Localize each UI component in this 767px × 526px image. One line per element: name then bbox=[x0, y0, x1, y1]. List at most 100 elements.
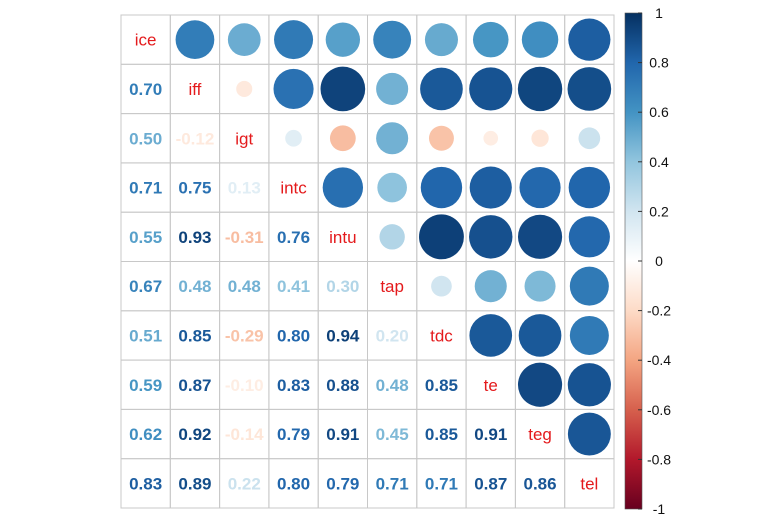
coefficient-label: 0.55 bbox=[129, 228, 162, 247]
coefficient-label: 0.51 bbox=[129, 326, 162, 345]
diagonal-label: igt bbox=[235, 129, 253, 148]
coefficient-label: 0.87 bbox=[178, 376, 211, 395]
correlation-circle bbox=[521, 21, 559, 58]
correlation-circle bbox=[517, 66, 563, 112]
correlation-circle bbox=[431, 275, 452, 297]
coefficient-label: -0.12 bbox=[176, 129, 215, 148]
colorbar-tick-label: -0.8 bbox=[647, 451, 671, 467]
correlation-circle bbox=[469, 314, 513, 357]
coefficient-label: 0.71 bbox=[425, 474, 458, 493]
coefficient-label: 0.59 bbox=[129, 376, 162, 395]
colorbar-tick-label: -1 bbox=[653, 501, 666, 517]
correlation-circle bbox=[517, 214, 563, 259]
coefficient-label: 0.88 bbox=[326, 376, 359, 395]
correlation-circle bbox=[320, 66, 366, 112]
coefficient-label: 0.85 bbox=[425, 425, 458, 444]
correlation-circle bbox=[424, 23, 458, 57]
correlation-circle bbox=[373, 20, 412, 59]
coefficient-label: -0.31 bbox=[225, 228, 264, 247]
coefficient-label: 0.50 bbox=[129, 129, 162, 148]
coefficient-label: 0.89 bbox=[178, 474, 211, 493]
correlation-circle bbox=[419, 214, 464, 260]
correlation-circle bbox=[578, 127, 601, 150]
correlation-circle bbox=[329, 125, 356, 152]
correlation-circle bbox=[227, 23, 261, 57]
coefficient-label: 0.30 bbox=[326, 277, 359, 296]
coefficient-label: 0.83 bbox=[277, 376, 310, 395]
correlation-circle bbox=[322, 167, 364, 208]
correlation-circle bbox=[376, 122, 409, 155]
coefficient-label: 0.67 bbox=[129, 277, 162, 296]
coefficient-label: 0.48 bbox=[228, 277, 261, 296]
correlation-circle bbox=[474, 270, 507, 303]
colorbar-tick-label: -0.2 bbox=[647, 303, 671, 319]
correlation-circle bbox=[518, 314, 562, 357]
coefficient-label: 0.71 bbox=[129, 179, 162, 198]
diagonal-label: iff bbox=[188, 80, 201, 99]
correlation-circle bbox=[325, 22, 361, 57]
coefficient-label: 0.48 bbox=[178, 277, 211, 296]
coefficient-label: 0.13 bbox=[228, 179, 261, 198]
correlation-circle bbox=[428, 125, 454, 151]
correlation-circle bbox=[274, 20, 314, 60]
colorbar-tick-label: 0.6 bbox=[649, 104, 669, 120]
correlation-circle bbox=[567, 412, 611, 456]
correlation-circle bbox=[531, 129, 549, 147]
correlation-circle bbox=[285, 129, 302, 147]
coefficient-label: 0.83 bbox=[129, 474, 162, 493]
diagonal-label: intc bbox=[280, 179, 307, 198]
correlation-circle bbox=[524, 270, 556, 302]
correlation-circle bbox=[569, 315, 609, 355]
coefficient-label: 0.80 bbox=[277, 326, 310, 345]
correlation-circle bbox=[568, 216, 610, 258]
correlation-circle bbox=[469, 166, 512, 209]
correlation-circle bbox=[420, 67, 463, 111]
diagonal-label: teg bbox=[528, 425, 552, 444]
correlation-circle bbox=[483, 130, 499, 146]
coefficient-label: 0.79 bbox=[326, 474, 359, 493]
coefficient-label: -0.10 bbox=[225, 376, 264, 395]
colorbar-tick-label: 0 bbox=[655, 253, 663, 269]
correlation-circle bbox=[379, 224, 405, 250]
coefficient-label: 0.85 bbox=[425, 376, 458, 395]
coefficient-label: 0.45 bbox=[376, 425, 409, 444]
coefficient-label: 0.93 bbox=[178, 228, 211, 247]
coefficient-label: 0.86 bbox=[524, 474, 557, 493]
coefficient-label: 0.41 bbox=[277, 277, 310, 296]
coefficient-label: 0.79 bbox=[277, 425, 310, 444]
coefficient-label: 0.20 bbox=[376, 326, 409, 345]
diagonal-label: tdc bbox=[430, 326, 453, 345]
colorbar-tick-label: -0.6 bbox=[647, 402, 671, 418]
correlation-circle bbox=[567, 363, 611, 407]
correlation-circle bbox=[273, 68, 314, 109]
colorbar-tick-label: -0.4 bbox=[647, 352, 671, 368]
coefficient-label: 0.80 bbox=[277, 474, 310, 493]
coefficient-label: -0.29 bbox=[225, 326, 264, 345]
diagonal-label: tel bbox=[580, 474, 598, 493]
colorbar-tick-label: 0.8 bbox=[649, 55, 669, 71]
correlation-circle bbox=[517, 362, 563, 407]
colorbar-tick-label: 0.2 bbox=[649, 203, 669, 219]
coefficient-label: 0.71 bbox=[376, 474, 409, 493]
coefficient-label: 0.70 bbox=[129, 80, 162, 99]
correlation-circle bbox=[567, 67, 612, 111]
diagonal-label: intu bbox=[329, 228, 356, 247]
coefficient-label: 0.87 bbox=[474, 474, 507, 493]
coefficient-label: 0.76 bbox=[277, 228, 310, 247]
correlation-circle bbox=[175, 20, 215, 60]
correlation-circle bbox=[469, 215, 513, 259]
coefficient-label: 0.62 bbox=[129, 425, 162, 444]
correlation-circle bbox=[472, 21, 509, 58]
diagonal-label: te bbox=[484, 376, 498, 395]
grid-cell bbox=[564, 458, 615, 509]
coefficient-label: 0.48 bbox=[376, 376, 409, 395]
diagonal-label: ice bbox=[135, 31, 157, 50]
correlation-circle bbox=[420, 166, 463, 209]
correlation-circle bbox=[376, 72, 409, 105]
correlation-circle bbox=[519, 166, 561, 209]
correlation-circle bbox=[569, 266, 609, 306]
coefficient-label: -0.14 bbox=[225, 425, 264, 444]
coefficient-label: 0.22 bbox=[228, 474, 261, 493]
